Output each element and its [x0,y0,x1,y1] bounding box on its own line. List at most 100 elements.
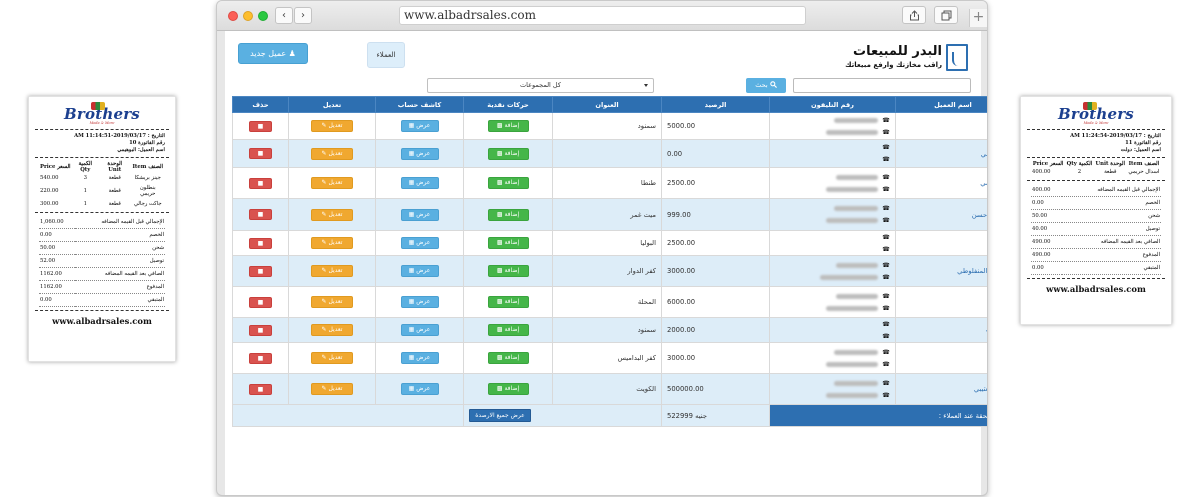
share-button[interactable] [902,6,926,24]
phone-cell: ☎ ☎ [769,255,896,287]
new-tab-button[interactable]: + [969,9,987,27]
view-statement-button[interactable]: عرض ▦ [400,383,439,395]
tabs-overview-button[interactable] [934,6,958,24]
delete-button[interactable]: ■ [249,352,272,364]
delete-cell: ■ [232,139,289,168]
item-price: 300.00 [40,201,59,207]
pencil-icon: ✎ [321,122,327,129]
client-name-link[interactable]: رياض المنفلوطي [895,255,987,287]
client-name-link[interactable]: السيد حسن [895,198,987,231]
statement-cell: عرض ▦ [375,198,464,231]
view-statement-label: عرض [416,267,431,274]
pencil-icon: ✎ [321,354,327,361]
back-button[interactable]: ‹ [275,7,293,24]
client-name-link[interactable]: دولت [895,230,987,256]
client-name-link[interactable]: اشرف [895,112,987,140]
col-client-name: اسم العميل [895,96,987,113]
client-name-link[interactable]: فارس [895,342,987,374]
total-label: شحن [74,241,165,255]
edit-label: تعديل [328,210,343,218]
phone-icon: ☎ [882,304,890,312]
client-name-link[interactable]: افتراضي [895,139,987,168]
add-cash-button[interactable]: إضافة ▩ [487,296,529,308]
view-statement-button[interactable]: عرض ▦ [400,120,439,132]
page-content: البدر للمبيعات راقب مخازنك وارفع مبيعاتك… [225,31,987,495]
total-value: 0.00 [1031,261,1063,275]
edit-button[interactable]: تعديل ✎ [311,265,353,277]
add-cash-button[interactable]: إضافة ▩ [487,120,529,132]
group-select[interactable]: كل المجموعات [427,78,654,93]
view-statement-button[interactable]: عرض ▦ [400,208,439,221]
col-price: السعر Price [40,164,71,170]
add-cash-button[interactable]: إضافة ▩ [487,147,529,160]
view-statement-button[interactable]: عرض ▦ [400,265,439,277]
forward-button[interactable]: › [294,7,312,24]
edit-button[interactable]: تعديل ✎ [311,296,353,308]
view-statement-button[interactable]: عرض ▦ [400,237,439,249]
view-statement-button[interactable]: عرض ▦ [400,177,439,189]
add-cash-button[interactable]: إضافة ▩ [487,208,529,221]
add-cash-button[interactable]: إضافة ▩ [487,237,529,249]
address-bar[interactable]: www.albadrsales.com [399,6,806,25]
phone-icon: ☎ [882,217,890,224]
view-statement-button[interactable]: عرض ▦ [400,352,439,364]
client-name-link[interactable]: شوقي [895,286,987,318]
brand-logo: Brothers Moda & More [1021,102,1171,126]
delete-button[interactable]: ■ [249,237,272,249]
edit-button[interactable]: تعديل ✎ [311,237,353,249]
delete-button[interactable]: ■ [249,209,272,220]
phone-icon: ☎ [882,144,890,151]
delete-button[interactable]: ■ [249,148,272,159]
delete-button[interactable]: ■ [249,383,272,395]
search-input[interactable] [793,78,971,93]
edit-button[interactable]: تعديل ✎ [311,383,353,395]
pencil-icon: ✎ [321,326,327,333]
new-client-button[interactable]: ♟ عميل جديد [238,43,308,64]
delete-button[interactable]: ■ [249,177,272,189]
view-statement-button[interactable]: عرض ▦ [400,147,439,160]
close-window-button[interactable] [228,11,238,21]
minimize-window-button[interactable] [243,11,253,21]
delete-cell: ■ [232,373,289,405]
view-statement-button[interactable]: عرض ▦ [400,324,439,336]
delete-button[interactable]: ■ [249,324,272,336]
edit-button[interactable]: تعديل ✎ [311,147,353,160]
view-statement-label: عرض [416,239,431,246]
maximize-window-button[interactable] [258,11,268,21]
client-name-link[interactable]: البوهيمي [895,167,987,199]
balance-cell: 2000.00 [661,317,770,343]
view-statement-button[interactable]: عرض ▦ [400,296,439,308]
cash-cell: إضافة ▩ [463,198,553,231]
delete-cell: ■ [232,317,289,343]
cash-cell: إضافة ▩ [463,230,553,256]
delete-button[interactable]: ■ [249,296,272,308]
delete-button[interactable]: ■ [249,120,272,132]
search-button[interactable]: بحث [746,78,786,93]
add-cash-button[interactable]: إضافة ▩ [487,383,529,395]
divider [35,157,169,158]
edit-button[interactable]: تعديل ✎ [311,352,353,364]
show-all-balances-button[interactable]: عرض جميع الارصدة [469,409,531,422]
receipt-items-table: الصنف Item الوحدة Unit الكمية Qty السعر … [39,161,165,209]
add-cash-button[interactable]: إضافة ▩ [487,265,529,277]
edit-button[interactable]: تعديل ✎ [311,208,353,221]
document-icon: ▦ [408,354,415,361]
add-cash-button[interactable]: إضافة ▩ [487,352,529,364]
clients-tab-button[interactable]: العملاء [367,42,405,68]
edit-button[interactable]: تعديل ✎ [311,177,353,189]
edit-button[interactable]: تعديل ✎ [311,324,353,336]
add-cash-button[interactable]: إضافة ▩ [487,324,529,336]
edit-button[interactable]: تعديل ✎ [311,120,353,132]
balance-cell: 2500.00 [661,230,770,256]
add-cash-button[interactable]: إضافة ▩ [487,177,529,189]
item-qty: 1 [83,188,87,194]
delete-button[interactable]: ■ [249,265,272,277]
client-name-link[interactable]: فهد العتيبي [895,373,987,405]
phone-number-redacted [826,392,878,398]
delete-cell: ■ [232,230,289,256]
phone-icon: ☎ [882,173,890,181]
client-name-link[interactable]: شوكت [895,317,987,343]
view-statement-label: عرض [416,179,431,186]
item-unit: قطعة [108,175,121,181]
